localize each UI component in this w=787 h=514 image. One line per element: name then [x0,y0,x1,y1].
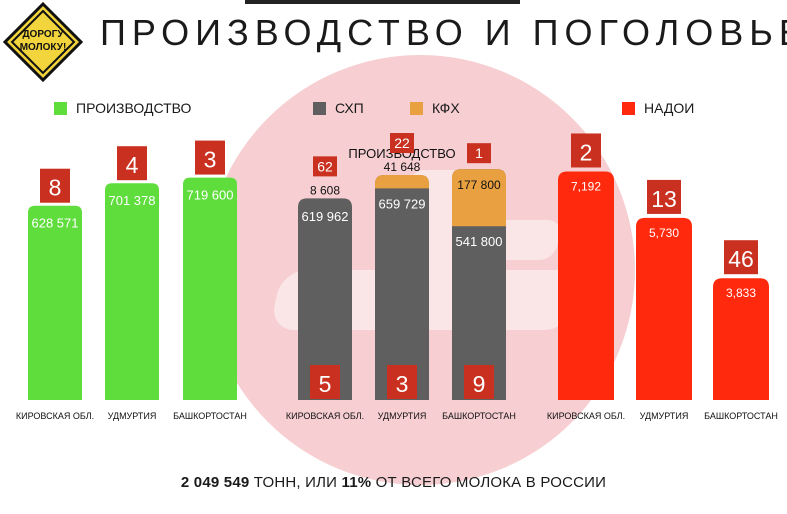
stacked-category-0: КИРОВСКАЯ ОБЛ. [286,411,364,421]
legend-label-production: ПРОИЗВОДСТВО [76,100,192,116]
shp-rank-1-label: 3 [396,371,409,397]
red-category-2: БАШКОРТОСТАН [704,411,778,421]
legend-label-yields: НАДОИ [644,100,695,116]
kfh-rank-1-label: 22 [394,135,410,151]
green-category-0: КИРОВСКАЯ ОБЛ. [16,411,94,421]
stacked-category-1: УДМУРТИЯ [378,411,427,421]
footer-text2: ОТ ВСЕГО МОЛОКА В РОССИИ [371,474,607,491]
green-bar-2 [183,177,237,400]
green-category-1: УДМУРТИЯ [108,411,157,421]
green-bar-1 [105,183,159,400]
red-rank-0-box [571,133,601,168]
stacked-chart-title: ПРОИЗВОДСТВО [348,146,455,161]
kfh-bar-value-0: 8 608 [310,183,340,197]
legend-label-shp: СХП [335,100,364,116]
kfh-rank-0-box [313,156,337,177]
shp-rank-0-label: 5 [319,371,332,397]
shp-bar-1 [375,175,429,400]
footer-summary: 2 049 549 ТОНН, ИЛИ 11% ОТ ВСЕГО МОЛОКА … [0,474,787,491]
legend-swatch-green [54,101,67,115]
kfh-rank-2-label: 1 [475,145,483,161]
legend-label-kfh: КФХ [432,100,460,116]
red-bar-1 [636,217,692,400]
kfh-rank-2-box [467,143,491,164]
red-rank-0-label: 2 [580,139,593,165]
red-bar-value-0: 7,192 [571,179,601,193]
kfh-rank-0-label: 62 [317,158,333,174]
green-rank-0-box [40,168,70,203]
green-category-2: БАШКОРТОСТАН [173,411,247,421]
red-rank-2-label: 46 [728,246,754,272]
shp-rank-1-box [387,365,417,399]
green-bar-value-2: 719 600 [187,188,234,203]
shp-bar-value-2: 541 800 [456,234,503,249]
legend-swatch-gray [313,101,326,115]
footer-percent: 11% [341,474,372,491]
red-rank-1-label: 13 [651,186,677,212]
stacked-category-2: БАШКОРТОСТАН [442,411,516,421]
legend-item-kfh: КФХ [410,100,460,116]
shp-bar-2 [452,169,506,400]
red-rank-2-box [724,240,758,275]
kfh-bar-value-1: 41 648 [384,160,421,174]
shp-rank-2-label: 9 [473,371,486,397]
kfh-bar-value-2: 177 800 [457,178,501,192]
page-title: ПРОИЗВОДСТВО И ПОГОЛОВЬЕ [100,12,787,53]
green-rank-1-box [117,146,147,181]
footer-text1: ТОНН, ИЛИ [249,474,342,491]
legend-item-production: ПРОИЗВОДСТВО [54,100,191,116]
shp-bar-value-0: 619 962 [302,209,349,224]
green-bar-value-1: 701 378 [109,193,156,208]
red-bar-2 [713,278,769,400]
shp-bar-0 [298,198,352,400]
green-bar-value-0: 628 571 [32,216,79,231]
green-rank-2-box [195,140,225,175]
red-category-1: УДМУРТИЯ [640,411,689,421]
green-rank-1-label: 4 [126,152,139,178]
logo-road-sign: ДОРОГУ МОЛОКУ! [3,2,83,82]
red-category-0: КИРОВСКАЯ ОБЛ. [547,411,625,421]
legend-item-yields: НАДОИ [622,100,694,116]
shp-bar-value-1: 659 729 [379,196,426,211]
shp-rank-2-box [464,365,494,399]
legend-item-shp: СХП [313,100,364,116]
logo-text-line1: ДОРОГУ [22,29,64,40]
red-bar-value-2: 3,833 [726,286,756,300]
legend-swatch-red [622,101,635,115]
logo-text-line2: МОЛОКУ! [20,42,67,53]
green-rank-0-label: 8 [49,175,62,201]
shp-rank-0-box [310,365,340,399]
red-rank-1-box [647,179,681,214]
kfh-bar-1 [375,175,429,189]
red-bar-0 [558,171,614,400]
red-bar-value-1: 5,730 [649,226,679,240]
kfh-bar-2 [452,169,506,227]
top-accent-bar [245,0,520,4]
green-rank-2-label: 3 [204,147,217,173]
legend-swatch-orange [410,101,423,115]
footer-total: 2 049 549 [180,474,250,491]
green-bar-0 [28,205,82,400]
kfh-rank-1-box [390,133,414,154]
